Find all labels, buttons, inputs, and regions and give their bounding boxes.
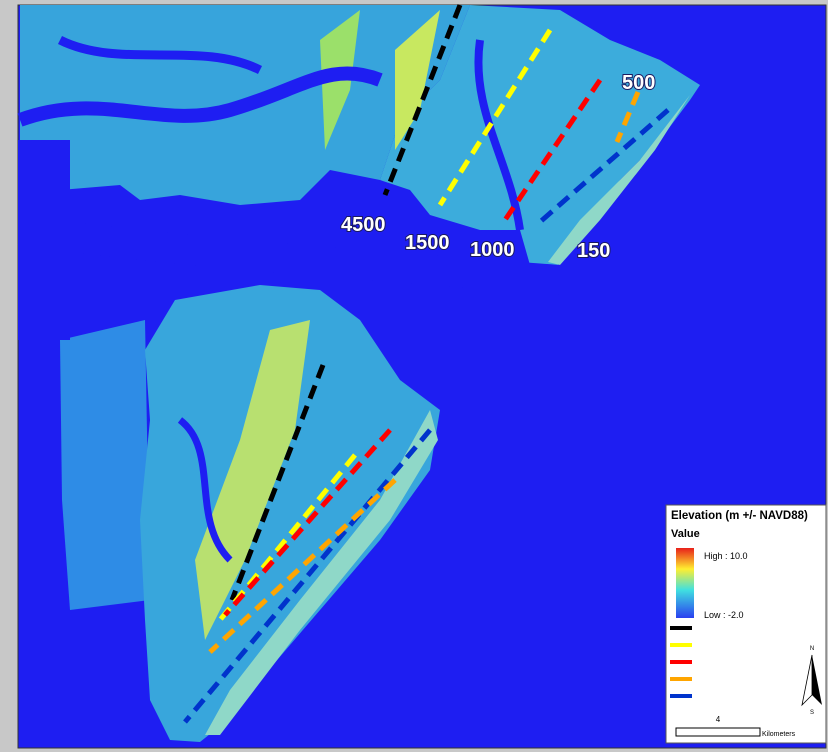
beach — [205, 410, 438, 735]
legend-title: Elevation (m +/- NAVD88) — [671, 510, 808, 522]
legend — [665, 504, 827, 744]
transect-line — [208, 478, 397, 654]
transect-line — [382, 4, 463, 196]
channel — [57, 35, 263, 75]
channel — [17, 215, 562, 295]
channel — [474, 39, 524, 231]
scale-distance: 4 — [716, 715, 721, 724]
transect-labels: 4500 1500 1000 150 500 — [340, 71, 656, 263]
high-ground — [395, 10, 440, 150]
scale-unit: Kilometers — [762, 731, 796, 738]
north-arrow-half — [801, 654, 813, 707]
north-label: N — [810, 646, 814, 652]
transect-line — [223, 428, 392, 617]
transect-label: 500 — [622, 72, 655, 94]
transect-line — [502, 78, 603, 222]
transect-label: 150 — [577, 240, 610, 262]
water — [18, 140, 70, 340]
color-ramp — [676, 548, 694, 618]
beach — [548, 95, 690, 265]
high-ground — [195, 320, 310, 640]
transect-line — [218, 453, 357, 622]
transect-line — [538, 108, 670, 224]
channel — [17, 66, 383, 127]
transect-label: 1500 — [405, 232, 450, 254]
transects — [183, 4, 670, 724]
south-label: S — [810, 710, 814, 716]
land — [380, 5, 700, 270]
transect-line — [614, 91, 641, 143]
transect-label: 1000 — [470, 239, 515, 261]
channel — [177, 417, 233, 563]
land — [60, 320, 150, 610]
transect-label: 4500 — [341, 214, 386, 236]
legend-swatches — [670, 626, 692, 698]
transect-line — [229, 364, 326, 601]
scale-bar — [675, 727, 761, 737]
transect-line — [183, 428, 432, 724]
transect-line — [437, 28, 553, 207]
legend-high: High : 10.0 — [704, 551, 748, 561]
land — [140, 285, 440, 742]
legend-subtitle: Value — [671, 528, 700, 540]
legend-low: Low : -2.0 — [704, 610, 744, 620]
